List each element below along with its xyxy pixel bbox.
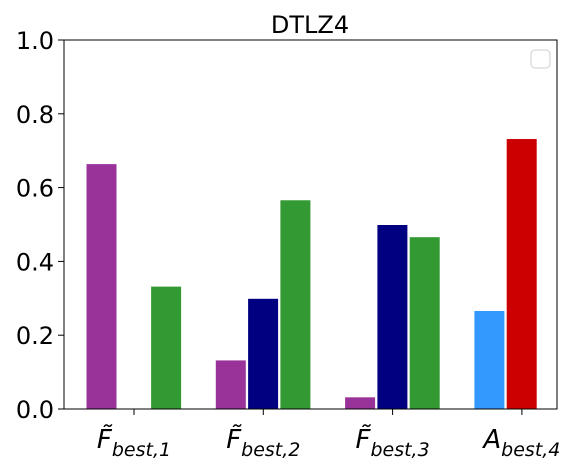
x-tick-label: F̃best,3 <box>355 423 429 461</box>
chart-title: DTLZ4 <box>271 11 349 39</box>
x-tick-label: F̃best,1 <box>97 423 171 461</box>
bar-group-4-slot-1 <box>473 309 506 410</box>
y-tick-label: 0.8 <box>16 101 54 129</box>
bar-group-4-slot-2 <box>505 138 538 410</box>
legend-box <box>530 49 551 69</box>
bar-group-3-slot-1 <box>344 396 377 410</box>
y-axis: 0.0 0.2 0.4 0.6 0.8 1.0 <box>16 27 64 424</box>
bar-group-2-slot-2 <box>247 297 280 410</box>
bar-group-3-slot-2 <box>376 224 409 410</box>
y-tick-label: 0.6 <box>16 175 54 203</box>
x-tick-label-subscript: best,1 <box>112 439 171 461</box>
x-tick-label: F̃best,2 <box>226 423 300 461</box>
bars-group <box>85 138 538 410</box>
bar-group-2-slot-3 <box>279 199 312 410</box>
x-tick-label-subscript: best,4 <box>501 439 560 461</box>
bar-group-3-slot-3 <box>408 236 441 410</box>
x-tick-label-main: A <box>481 425 501 455</box>
y-tick-label: 0.0 <box>16 396 54 424</box>
bar-group-1-slot-3 <box>150 285 183 410</box>
x-tick-label-subscript: best,3 <box>370 439 429 461</box>
bar-group-2-slot-1 <box>214 359 247 410</box>
x-tick-label-subscript: best,2 <box>241 439 300 461</box>
y-tick-label: 1.0 <box>16 27 54 55</box>
x-tick-label-main: F̃ <box>97 423 113 455</box>
y-tick-label: 0.2 <box>16 322 54 350</box>
x-axis: F̃best,1 F̃best,2 F̃best,3 Abest,4 <box>97 409 560 461</box>
x-tick-label-main: F̃ <box>226 423 242 455</box>
x-tick-label-main: F̃ <box>355 423 371 455</box>
plot-frame <box>63 39 558 410</box>
bar-group-1-slot-1 <box>85 163 118 410</box>
y-tick-label: 0.4 <box>16 248 54 276</box>
x-tick-label: Abest,4 <box>481 425 560 461</box>
